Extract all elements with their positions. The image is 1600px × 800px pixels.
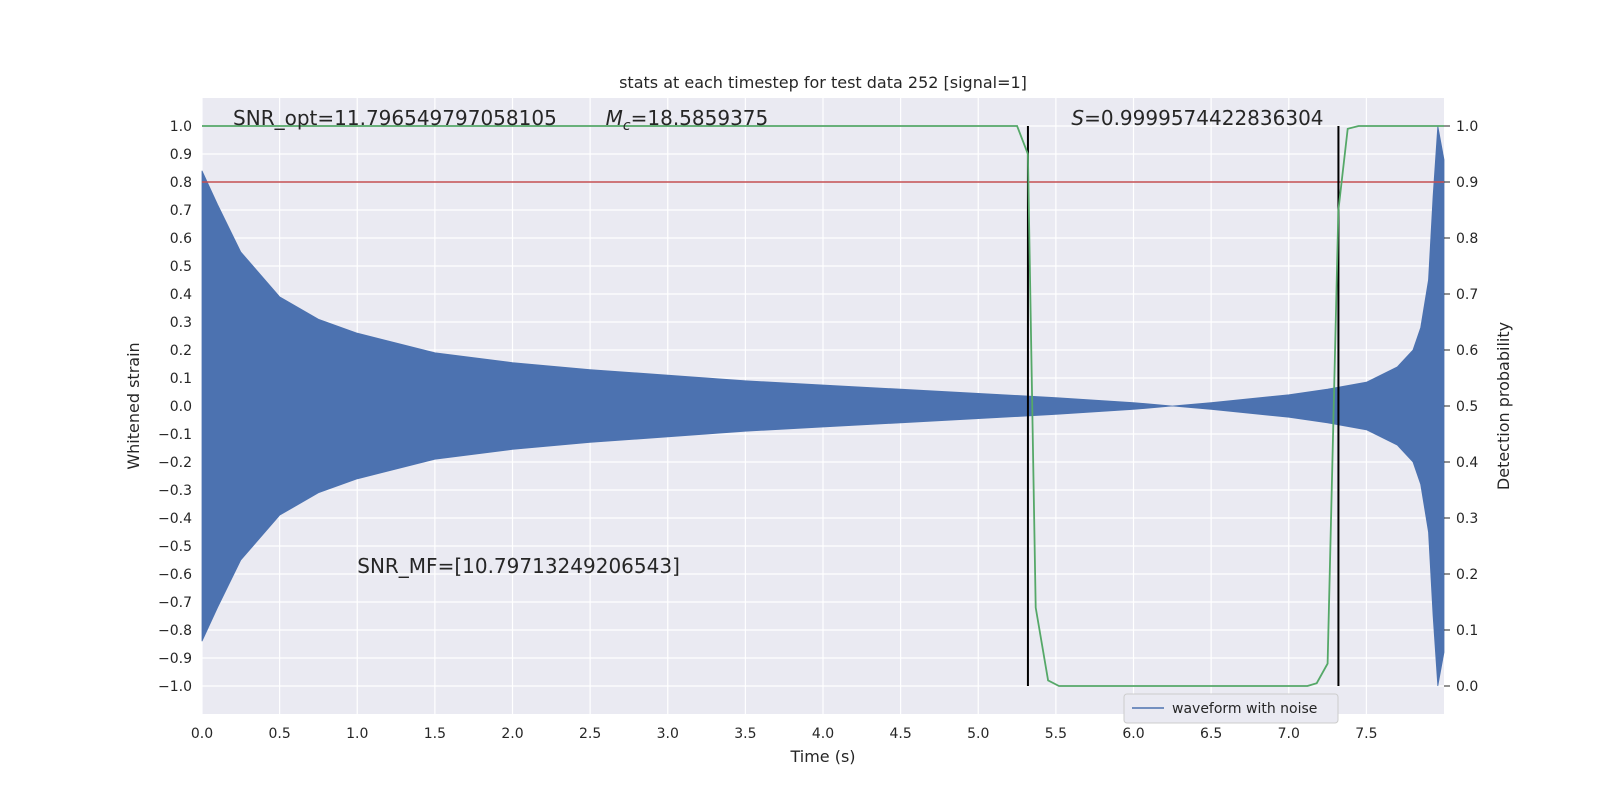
annotation-3: SNR_MF=[10.79713249206543] [357,554,680,578]
y-left-tick-label: 0.5 [170,259,192,275]
x-tick-label: 7.0 [1278,726,1300,742]
waveform-series [201,125,1445,687]
x-tick-label: 4.5 [889,726,911,742]
y-left-tick-label: −0.5 [158,539,192,555]
y-left-tick-label: −0.7 [158,595,192,611]
y-left-tick-label: 0.7 [170,203,192,219]
x-tick-label: 3.5 [734,726,756,742]
x-tick-label: 0.5 [268,726,290,742]
y-left-tick-label: 0.3 [170,315,192,331]
y-left-axis-label: Whitened strain [124,342,143,469]
x-tick-label: 2.0 [501,726,523,742]
y-right-tick-label: 1.0 [1456,119,1478,135]
annotation-0: SNR_opt=11.796549797058105 [233,106,557,130]
y-left-tick-label: 0.9 [170,147,192,163]
y-right-tick-label: 0.2 [1456,567,1478,583]
y-right-tick-label: 0.0 [1456,679,1478,695]
y-left-tick-label: −0.2 [158,455,192,471]
x-tick-label: 1.5 [424,726,446,742]
y-right-tick-label: 0.9 [1456,175,1478,191]
legend-box [1123,693,1339,724]
y-left-tick-label: −0.3 [158,483,192,499]
x-axis-label: Time (s) [789,747,855,766]
x-ticks: 0.0 0.5 1.0 1.5 2.0 2.5 3.0 3.5 4.0 4.5 5.0 5.5 6.0 6… [191,726,1378,742]
y-left-tick-label: 1.0 [170,119,192,135]
detection-probability-series [202,125,1444,687]
probability-line [202,125,1444,687]
x-tick-label: 2.5 [579,726,601,742]
x-tick-label: 6.5 [1200,726,1222,742]
y-left-tick-label: 0.1 [170,371,192,387]
y-left-ticks: 1.0 0.9 0.8 0.7 0.6 0.5 0.4 0.3 0.2 0.1 0.0 −0.1 −0.… [158,119,192,695]
y-left-tick-label: −0.6 [158,567,192,583]
x-tick-label: 5.0 [967,726,989,742]
y-right-tick-label: 0.6 [1456,343,1478,359]
y-right-axis-label: Detection probability [1494,322,1513,490]
chart-title: stats at each timestep for test data 252… [619,73,1027,92]
x-tick-label: 6.0 [1122,726,1144,742]
y-left-tick-label: −0.8 [158,623,192,639]
y-left-tick-label: −0.4 [158,511,192,527]
x-tick-label: 0.0 [191,726,213,742]
x-tick-label: 3.0 [657,726,679,742]
y-right-tick-label: 0.8 [1456,231,1478,247]
annotation-1: Mc=18.5859375 [606,106,769,134]
waveform-envelope [201,125,1445,687]
x-tick-label: 1.0 [346,726,368,742]
x-tick-label: 7.5 [1355,726,1377,742]
y-left-tick-label: 0.4 [170,287,192,303]
x-tick-label: 5.5 [1045,726,1067,742]
y-left-tick-label: 0.8 [170,175,192,191]
y-left-tick-label: −0.1 [158,427,192,443]
y-left-tick-label: 0.0 [170,399,192,415]
y-right-tick-label: 0.4 [1456,455,1478,471]
legend-label: waveform with noise [1172,701,1317,717]
y-right-tick-label: 0.1 [1456,623,1478,639]
y-right-tick-label: 0.7 [1456,287,1478,303]
y-right-tick-label: 0.5 [1456,399,1478,415]
y-left-tick-label: 0.6 [170,231,192,247]
annotations: SNR_opt=11.796549797058105 Mc=18.5859375 S… [233,106,1323,578]
y-right-ticks: 1.0 0.9 0.8 0.7 0.6 0.5 0.4 0.3 0.2 0.1 0.0 [1444,119,1478,695]
x-tick-label: 4.0 [812,726,834,742]
legend: waveform with noise [1123,693,1339,724]
y-left-tick-label: −0.9 [158,651,192,667]
y-left-tick-label: −1.0 [158,679,192,695]
y-left-tick-label: 0.2 [170,343,192,359]
y-right-tick-label: 0.3 [1456,511,1478,527]
annotation-2: S=0.9999574422836304 [1071,106,1323,130]
